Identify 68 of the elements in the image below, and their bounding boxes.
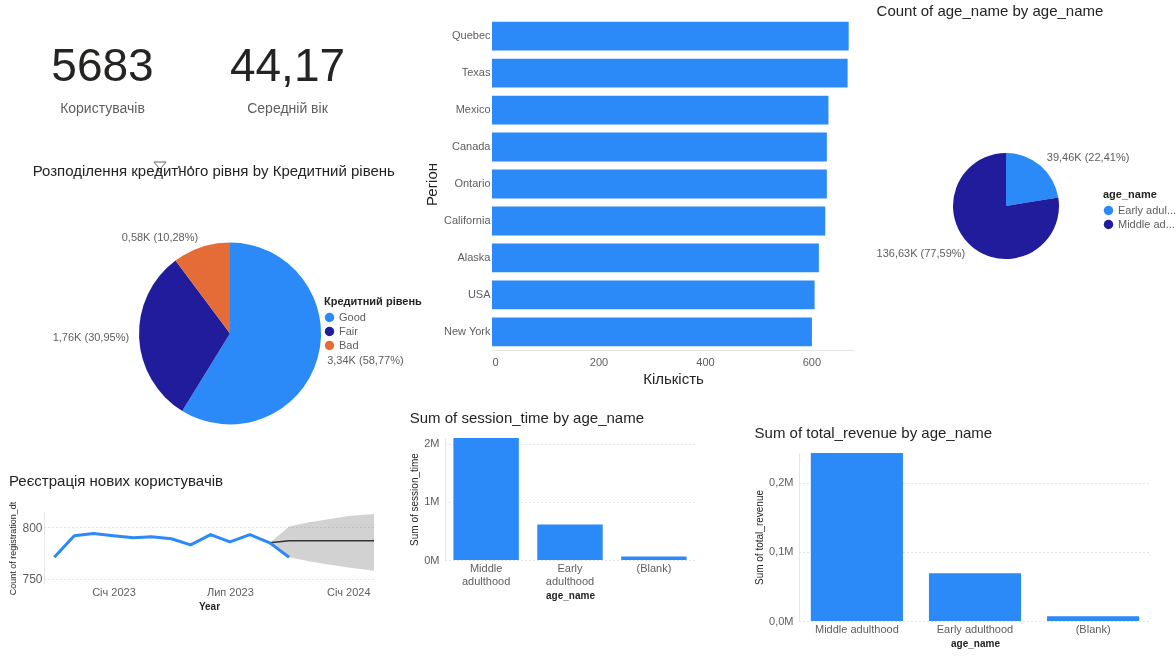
- y-axis-title: Count of registration_dt: [8, 501, 19, 596]
- pie-slice: [139, 260, 230, 411]
- x-tick-label: Middle adulthood: [814, 622, 899, 635]
- chart-title: Реєстрація нових користувачів: [8, 472, 224, 490]
- x-tick-label: 400: [696, 355, 715, 368]
- x-tick-label: Січ 2023: [92, 585, 136, 598]
- x-axis-title: age_name: [546, 589, 596, 601]
- y-tick-label: California: [444, 213, 492, 226]
- y-tick-label: 0,0M: [769, 614, 794, 627]
- y-tick-label: USA: [467, 287, 492, 300]
- y-axis-title: Sum of session_time: [409, 452, 421, 546]
- y-tick-label: Alaska: [457, 250, 492, 263]
- x-tick-label: (Blank): [1075, 622, 1111, 635]
- x-axis-title: age_name: [951, 637, 1001, 649]
- text: 5683: [50, 39, 155, 91]
- y-tick-label: 0M: [424, 553, 440, 566]
- legend-title: Кредитний рівень: [324, 295, 423, 307]
- bar: [810, 453, 903, 621]
- y-axis-title: Регіон: [422, 162, 440, 207]
- chart-title: Sum of total_revenue by age_name: [754, 424, 993, 441]
- x-tick-label: 600: [802, 355, 822, 368]
- y-tick-label: Mexico: [455, 103, 491, 116]
- x-tick-label: Early adulthood: [545, 561, 595, 587]
- y-tick-label: Quebec: [451, 29, 491, 42]
- x-tick-label: Січ 2024: [326, 585, 371, 598]
- y-tick-label: 0,1M: [769, 545, 794, 558]
- data-label: 0,58K (10,28%): [121, 230, 199, 243]
- x-tick-label: Early adulthood: [936, 622, 1014, 635]
- y-axis-title: Sum of total_revenue: [754, 489, 766, 586]
- y-tick-label: Ontario: [454, 177, 491, 189]
- text: 44,17: [228, 39, 347, 91]
- x-tick-label: 200: [589, 355, 609, 368]
- bar: [537, 524, 603, 560]
- x-tick-label: Лип 2023: [206, 585, 254, 598]
- text: Користувачів: [59, 100, 146, 116]
- y-tick-label: 800: [22, 520, 43, 535]
- y-tick-label: New York: [444, 324, 491, 337]
- x-tick-label: 0: [492, 355, 499, 368]
- y-tick-label: Texas: [461, 66, 491, 79]
- legend-label: Good: [339, 310, 366, 323]
- legend-label: Early adul...: [1118, 203, 1176, 216]
- chart-title: Розподілення кредитного рівня by Кредитний рівень: [32, 162, 396, 179]
- bar: [928, 573, 1022, 621]
- legend-label: Bad: [339, 338, 359, 351]
- y-tick-label: 750: [22, 572, 43, 587]
- bar: [1047, 616, 1140, 621]
- x-tick-label: Middle adulthood: [461, 561, 511, 587]
- y-tick-label: 2M: [424, 437, 440, 450]
- y-tick-label: Canada: [451, 140, 492, 153]
- y-tick-label: 0,2M: [769, 476, 794, 489]
- text: Середній вік: [246, 100, 329, 116]
- legend-title: age_name: [1103, 188, 1157, 200]
- data-label: 136,63K (77,59%): [876, 247, 966, 260]
- line-series: [52, 532, 291, 559]
- chart-title: Count of age_name by age_name: [876, 2, 1104, 19]
- legend-label: Middle ad...: [1118, 217, 1175, 230]
- pie-slice: [175, 242, 230, 334]
- y-tick-label: 1M: [424, 495, 440, 508]
- pie-slice: [182, 242, 321, 425]
- bar: [453, 438, 519, 560]
- x-axis-title: Year: [198, 600, 221, 612]
- data-label: 39,46K (22,41%): [1046, 150, 1130, 163]
- x-axis-title: Кількість: [643, 369, 705, 387]
- data-label: 1,76K (30,95%): [52, 330, 130, 343]
- x-tick-label: (Blank): [636, 561, 672, 574]
- data-label: 3,34K (58,77%): [327, 354, 404, 367]
- chart-title: Sum of session_time by age_name: [409, 408, 645, 426]
- legend-label: Fair: [339, 324, 359, 337]
